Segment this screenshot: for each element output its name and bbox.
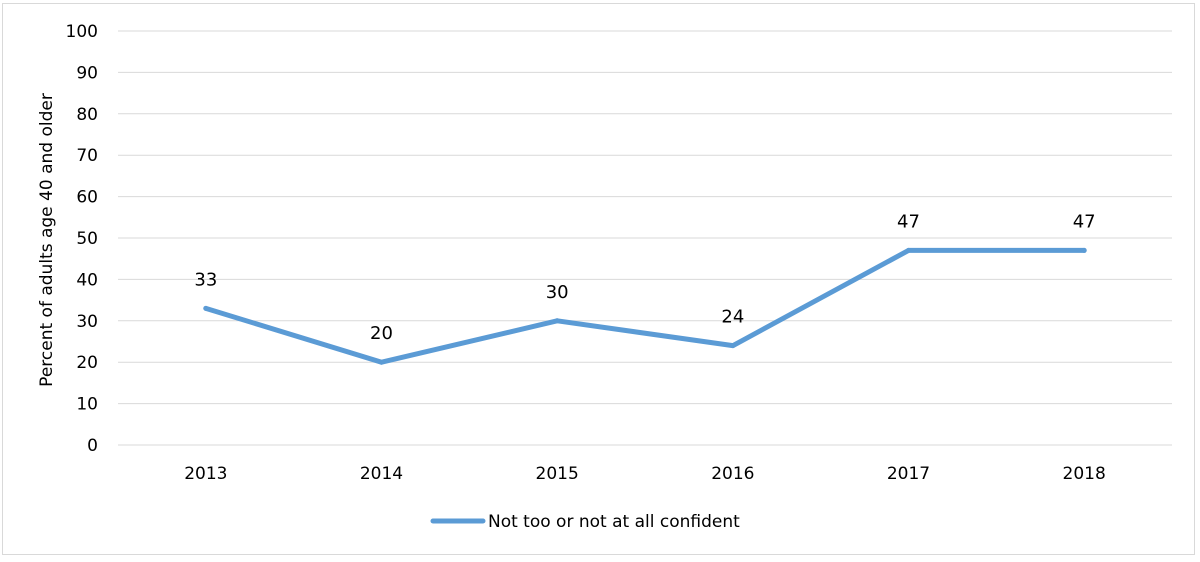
x-axis-ticks: 2013 2014 2015 2016 2017 2018 bbox=[184, 464, 1106, 484]
data-label: 33 bbox=[194, 269, 217, 290]
data-labels: 33 20 30 24 47 47 bbox=[194, 211, 1095, 344]
gridlines bbox=[118, 30, 1172, 446]
data-label: 20 bbox=[370, 323, 393, 344]
data-label: 47 bbox=[897, 211, 920, 232]
y-tick-label: 70 bbox=[76, 146, 98, 166]
x-tick-label: 2015 bbox=[536, 464, 579, 484]
data-point bbox=[554, 318, 560, 324]
y-tick-label: 0 bbox=[87, 436, 98, 456]
x-tick-label: 2014 bbox=[360, 464, 403, 484]
x-tick-label: 2017 bbox=[887, 464, 930, 484]
x-tick-label: 2013 bbox=[184, 464, 227, 484]
y-tick-label: 90 bbox=[76, 63, 98, 83]
y-tick-label: 50 bbox=[76, 229, 98, 249]
data-label: 47 bbox=[1073, 211, 1096, 232]
y-tick-label: 40 bbox=[76, 270, 98, 290]
data-point bbox=[379, 359, 384, 365]
y-axis-ticks: 0 10 20 30 40 50 60 70 80 90 100 bbox=[66, 22, 98, 456]
data-point bbox=[203, 305, 209, 311]
legend: Not too or not at all confident bbox=[430, 512, 740, 532]
data-point bbox=[906, 247, 911, 253]
x-tick-label: 2016 bbox=[711, 464, 754, 484]
series-group bbox=[203, 247, 1087, 365]
data-label: 24 bbox=[721, 307, 744, 328]
y-tick-label: 20 bbox=[76, 353, 98, 373]
legend-label: Not too or not at all confident bbox=[488, 512, 740, 532]
y-tick-label: 10 bbox=[76, 395, 98, 415]
y-axis-label: Percent of adults age 40 and older bbox=[37, 93, 57, 387]
series-line bbox=[203, 247, 1087, 365]
data-label: 30 bbox=[546, 282, 569, 303]
data-point bbox=[730, 343, 736, 349]
y-tick-label: 100 bbox=[66, 22, 98, 42]
y-tick-label: 30 bbox=[76, 312, 98, 332]
y-tick-label: 60 bbox=[76, 188, 98, 208]
x-tick-label: 2018 bbox=[1063, 464, 1106, 484]
data-point bbox=[1081, 247, 1087, 253]
y-tick-label: 80 bbox=[76, 105, 98, 125]
